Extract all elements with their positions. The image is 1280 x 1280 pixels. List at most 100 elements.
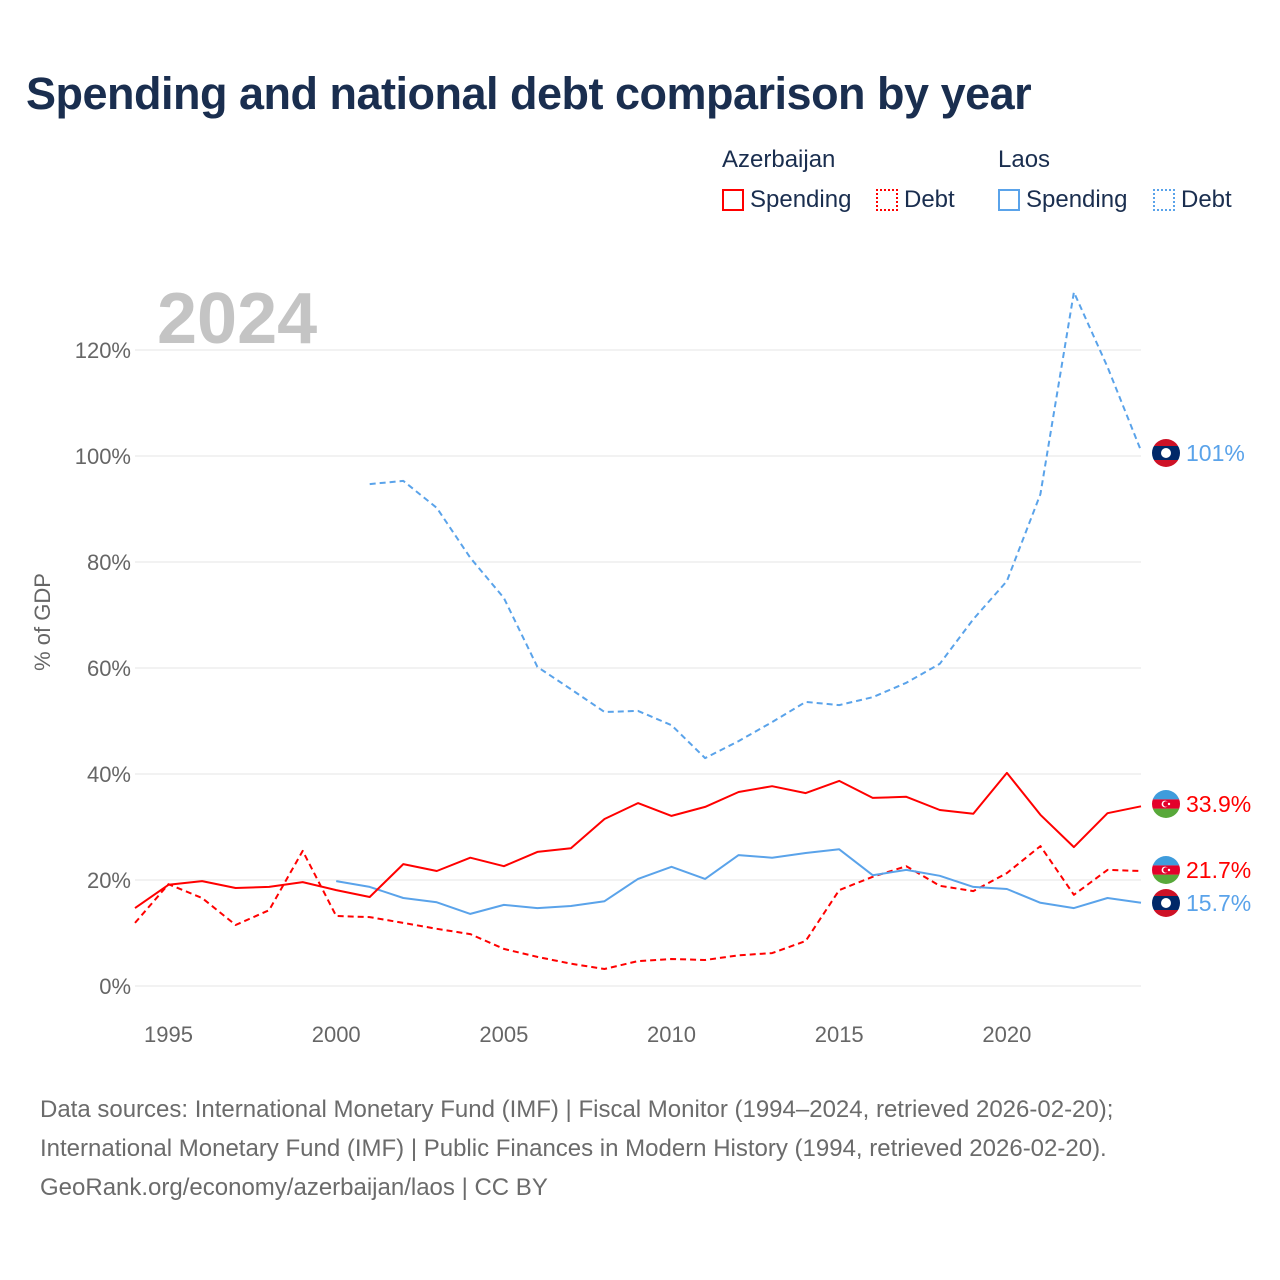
data-point <box>435 900 439 904</box>
data-point <box>535 955 539 959</box>
data-point <box>804 700 808 704</box>
data-point <box>569 846 573 850</box>
flag-band <box>1152 910 1180 917</box>
flag-disc <box>1161 898 1171 908</box>
legend-label: Spending <box>1026 186 1128 213</box>
data-point <box>938 874 942 878</box>
x-tick-label: 2000 <box>312 1022 361 1047</box>
data-point <box>468 856 472 860</box>
data-point <box>334 888 338 892</box>
solid-swatch-icon <box>998 189 1020 211</box>
data-point <box>133 906 137 910</box>
data-point <box>670 865 674 869</box>
data-point <box>602 710 606 714</box>
data-point <box>770 784 774 788</box>
legend-label: Debt <box>1181 186 1232 213</box>
data-point <box>1139 901 1143 905</box>
flag-laos-icon <box>1152 889 1180 917</box>
legend-label: Debt <box>904 186 955 213</box>
data-point <box>468 932 472 936</box>
end-value-label: 101% <box>1186 440 1245 466</box>
data-point <box>837 847 841 851</box>
data-point <box>468 556 472 560</box>
data-point <box>938 884 942 888</box>
data-point <box>301 880 305 884</box>
data-point <box>1139 869 1143 873</box>
data-point <box>535 906 539 910</box>
data-point <box>502 596 506 600</box>
footer: Data sources: International Monetary Fun… <box>40 1090 1113 1207</box>
data-point <box>636 877 640 881</box>
data-point <box>1072 906 1076 910</box>
data-point <box>334 914 338 918</box>
data-point <box>938 662 942 666</box>
legend-laos-spending[interactable]: Spending <box>998 186 1127 214</box>
data-point <box>804 791 808 795</box>
y-tick-label: 60% <box>87 656 131 681</box>
data-point <box>502 947 506 951</box>
flag-azerbaijan-icon <box>1152 856 1180 884</box>
legend-azerbaijan-spending[interactable]: Spending <box>722 186 851 214</box>
end-value-label: 21.7% <box>1186 857 1251 883</box>
data-point <box>401 921 405 925</box>
data-point <box>401 479 405 483</box>
data-point <box>1139 449 1143 453</box>
source-line-2: International Monetary Fund (IMF) | Publ… <box>40 1135 1107 1162</box>
data-point <box>1038 813 1042 817</box>
data-point <box>602 967 606 971</box>
data-point <box>200 896 204 900</box>
data-point <box>569 962 573 966</box>
data-point <box>670 957 674 961</box>
data-point <box>1072 845 1076 849</box>
flag-band <box>1152 889 1180 896</box>
y-tick-label: 0% <box>99 974 131 999</box>
series-line-laos-debt <box>369 291 1142 760</box>
data-point <box>971 889 975 893</box>
data-point <box>770 720 774 724</box>
data-point <box>670 723 674 727</box>
data-point <box>234 923 238 927</box>
data-point <box>770 856 774 860</box>
flag-star <box>1167 802 1171 806</box>
data-point <box>804 939 808 943</box>
data-point <box>1005 887 1009 891</box>
x-tick-label: 1995 <box>144 1022 193 1047</box>
data-point <box>837 779 841 783</box>
data-point <box>770 951 774 955</box>
data-point <box>904 795 908 799</box>
data-point <box>636 959 640 963</box>
data-point <box>904 681 908 685</box>
flag-disc <box>1161 448 1171 458</box>
flag-band <box>1152 790 1180 800</box>
data-point <box>804 851 808 855</box>
end-value-label: 33.9% <box>1186 791 1251 817</box>
data-point <box>1038 844 1042 848</box>
data-point <box>703 805 707 809</box>
dotted-swatch-icon <box>876 189 898 211</box>
data-point <box>1072 290 1076 294</box>
data-point <box>1105 868 1109 872</box>
solid-swatch-icon <box>722 189 744 211</box>
data-point <box>1072 893 1076 897</box>
legend-azerbaijan-debt[interactable]: Debt <box>876 186 955 214</box>
source-line-1: Data sources: International Monetary Fun… <box>40 1096 1114 1123</box>
chart-title: Spending and national debt comparison by… <box>26 68 1032 119</box>
data-point <box>401 862 405 866</box>
data-point <box>401 896 405 900</box>
flag-azerbaijan-icon <box>1152 790 1180 818</box>
y-tick-label: 100% <box>75 444 131 469</box>
data-point <box>1038 901 1042 905</box>
data-point <box>267 885 271 889</box>
data-point <box>971 812 975 816</box>
data-point <box>837 888 841 892</box>
y-tick-label: 20% <box>87 868 131 893</box>
data-point <box>368 482 372 486</box>
data-point <box>569 904 573 908</box>
x-tick-label: 2015 <box>815 1022 864 1047</box>
data-point <box>938 808 942 812</box>
dotted-swatch-icon <box>1153 189 1175 211</box>
flag-band <box>1152 439 1180 446</box>
legend-laos-debt[interactable]: Debt <box>1153 186 1232 214</box>
flag-band <box>1152 808 1180 818</box>
attribution-link[interactable]: GeoRank.org/economy/azerbaijan/laos | CC… <box>40 1174 548 1201</box>
